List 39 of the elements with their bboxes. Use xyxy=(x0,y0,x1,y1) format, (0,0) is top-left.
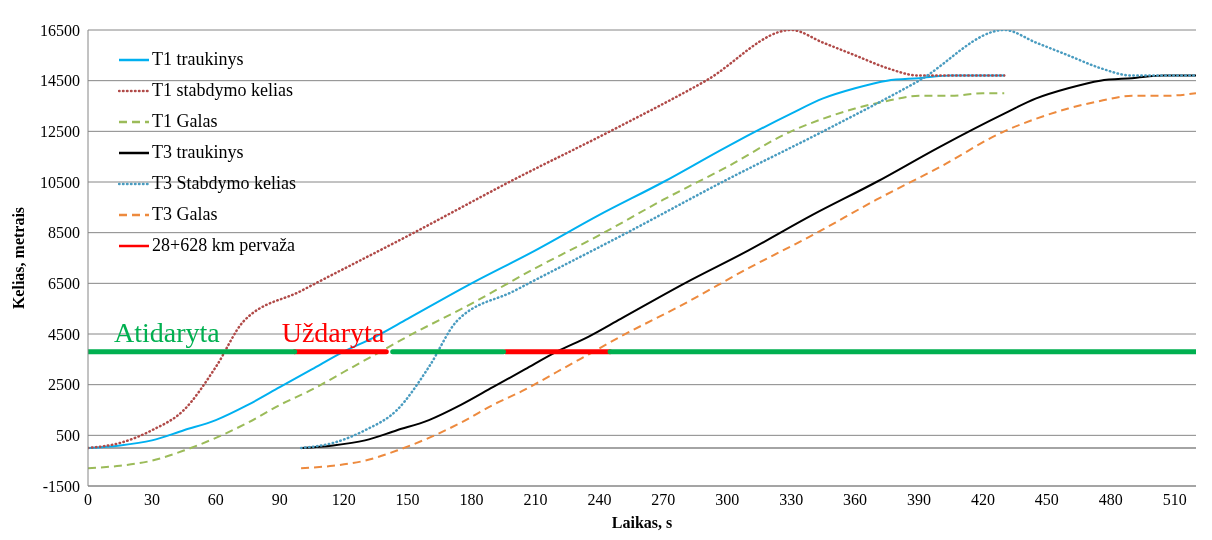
y-tick-label: -1500 xyxy=(42,477,80,495)
annotation: Uždaryta xyxy=(281,316,385,348)
legend-label: T3 Galas xyxy=(152,204,218,225)
x-axis-title: Laikas, s xyxy=(611,514,673,531)
x-tick-label: 90 xyxy=(271,491,288,509)
x-tick-label: 420 xyxy=(970,491,995,509)
y-tick-label: 2500 xyxy=(48,376,80,394)
x-tick-label: 510 xyxy=(1162,491,1187,509)
x-tick-label: 360 xyxy=(843,491,868,509)
x-tick-label: 0 xyxy=(84,491,92,509)
x-tick-label: 240 xyxy=(587,491,612,509)
x-tick-label: 270 xyxy=(651,491,676,509)
y-tick-label: 14500 xyxy=(40,72,80,90)
x-tick-label: 330 xyxy=(779,491,804,509)
x-tick-label: 180 xyxy=(459,491,484,509)
y-tick-label: 12500 xyxy=(40,123,80,141)
legend-label: T1 traukinys xyxy=(152,49,244,70)
legend-label: T3 traukinys xyxy=(152,142,244,163)
x-tick-label: 30 xyxy=(143,491,160,509)
y-tick-label: 500 xyxy=(56,427,80,445)
y-tick-label: 6500 xyxy=(48,275,80,293)
annotation: Atidaryta xyxy=(113,316,221,348)
legend-label: T1 Galas xyxy=(152,111,218,132)
y-tick-label: 4500 xyxy=(48,325,80,343)
x-tick-label: 210 xyxy=(523,491,548,509)
x-tick-label: 300 xyxy=(715,491,740,509)
y-tick-label: 16500 xyxy=(40,21,80,39)
x-tick-label: 150 xyxy=(395,491,420,509)
x-tick-label: 480 xyxy=(1098,491,1123,509)
legend-label: T1 stabdymo kelias xyxy=(152,80,293,101)
y-tick-label: 10500 xyxy=(40,173,80,191)
legend-label: 28+628 km pervaža xyxy=(152,235,296,256)
x-tick-label: 60 xyxy=(207,491,224,509)
x-tick-label: 390 xyxy=(907,491,931,509)
x-tick-label: 120 xyxy=(331,491,356,509)
y-axis-title: Kelias, metrais xyxy=(9,206,27,310)
legend-label: T3 Stabdymo kelias xyxy=(152,173,296,194)
x-tick-label: 450 xyxy=(1034,491,1059,509)
y-tick-label: 8500 xyxy=(48,224,80,242)
